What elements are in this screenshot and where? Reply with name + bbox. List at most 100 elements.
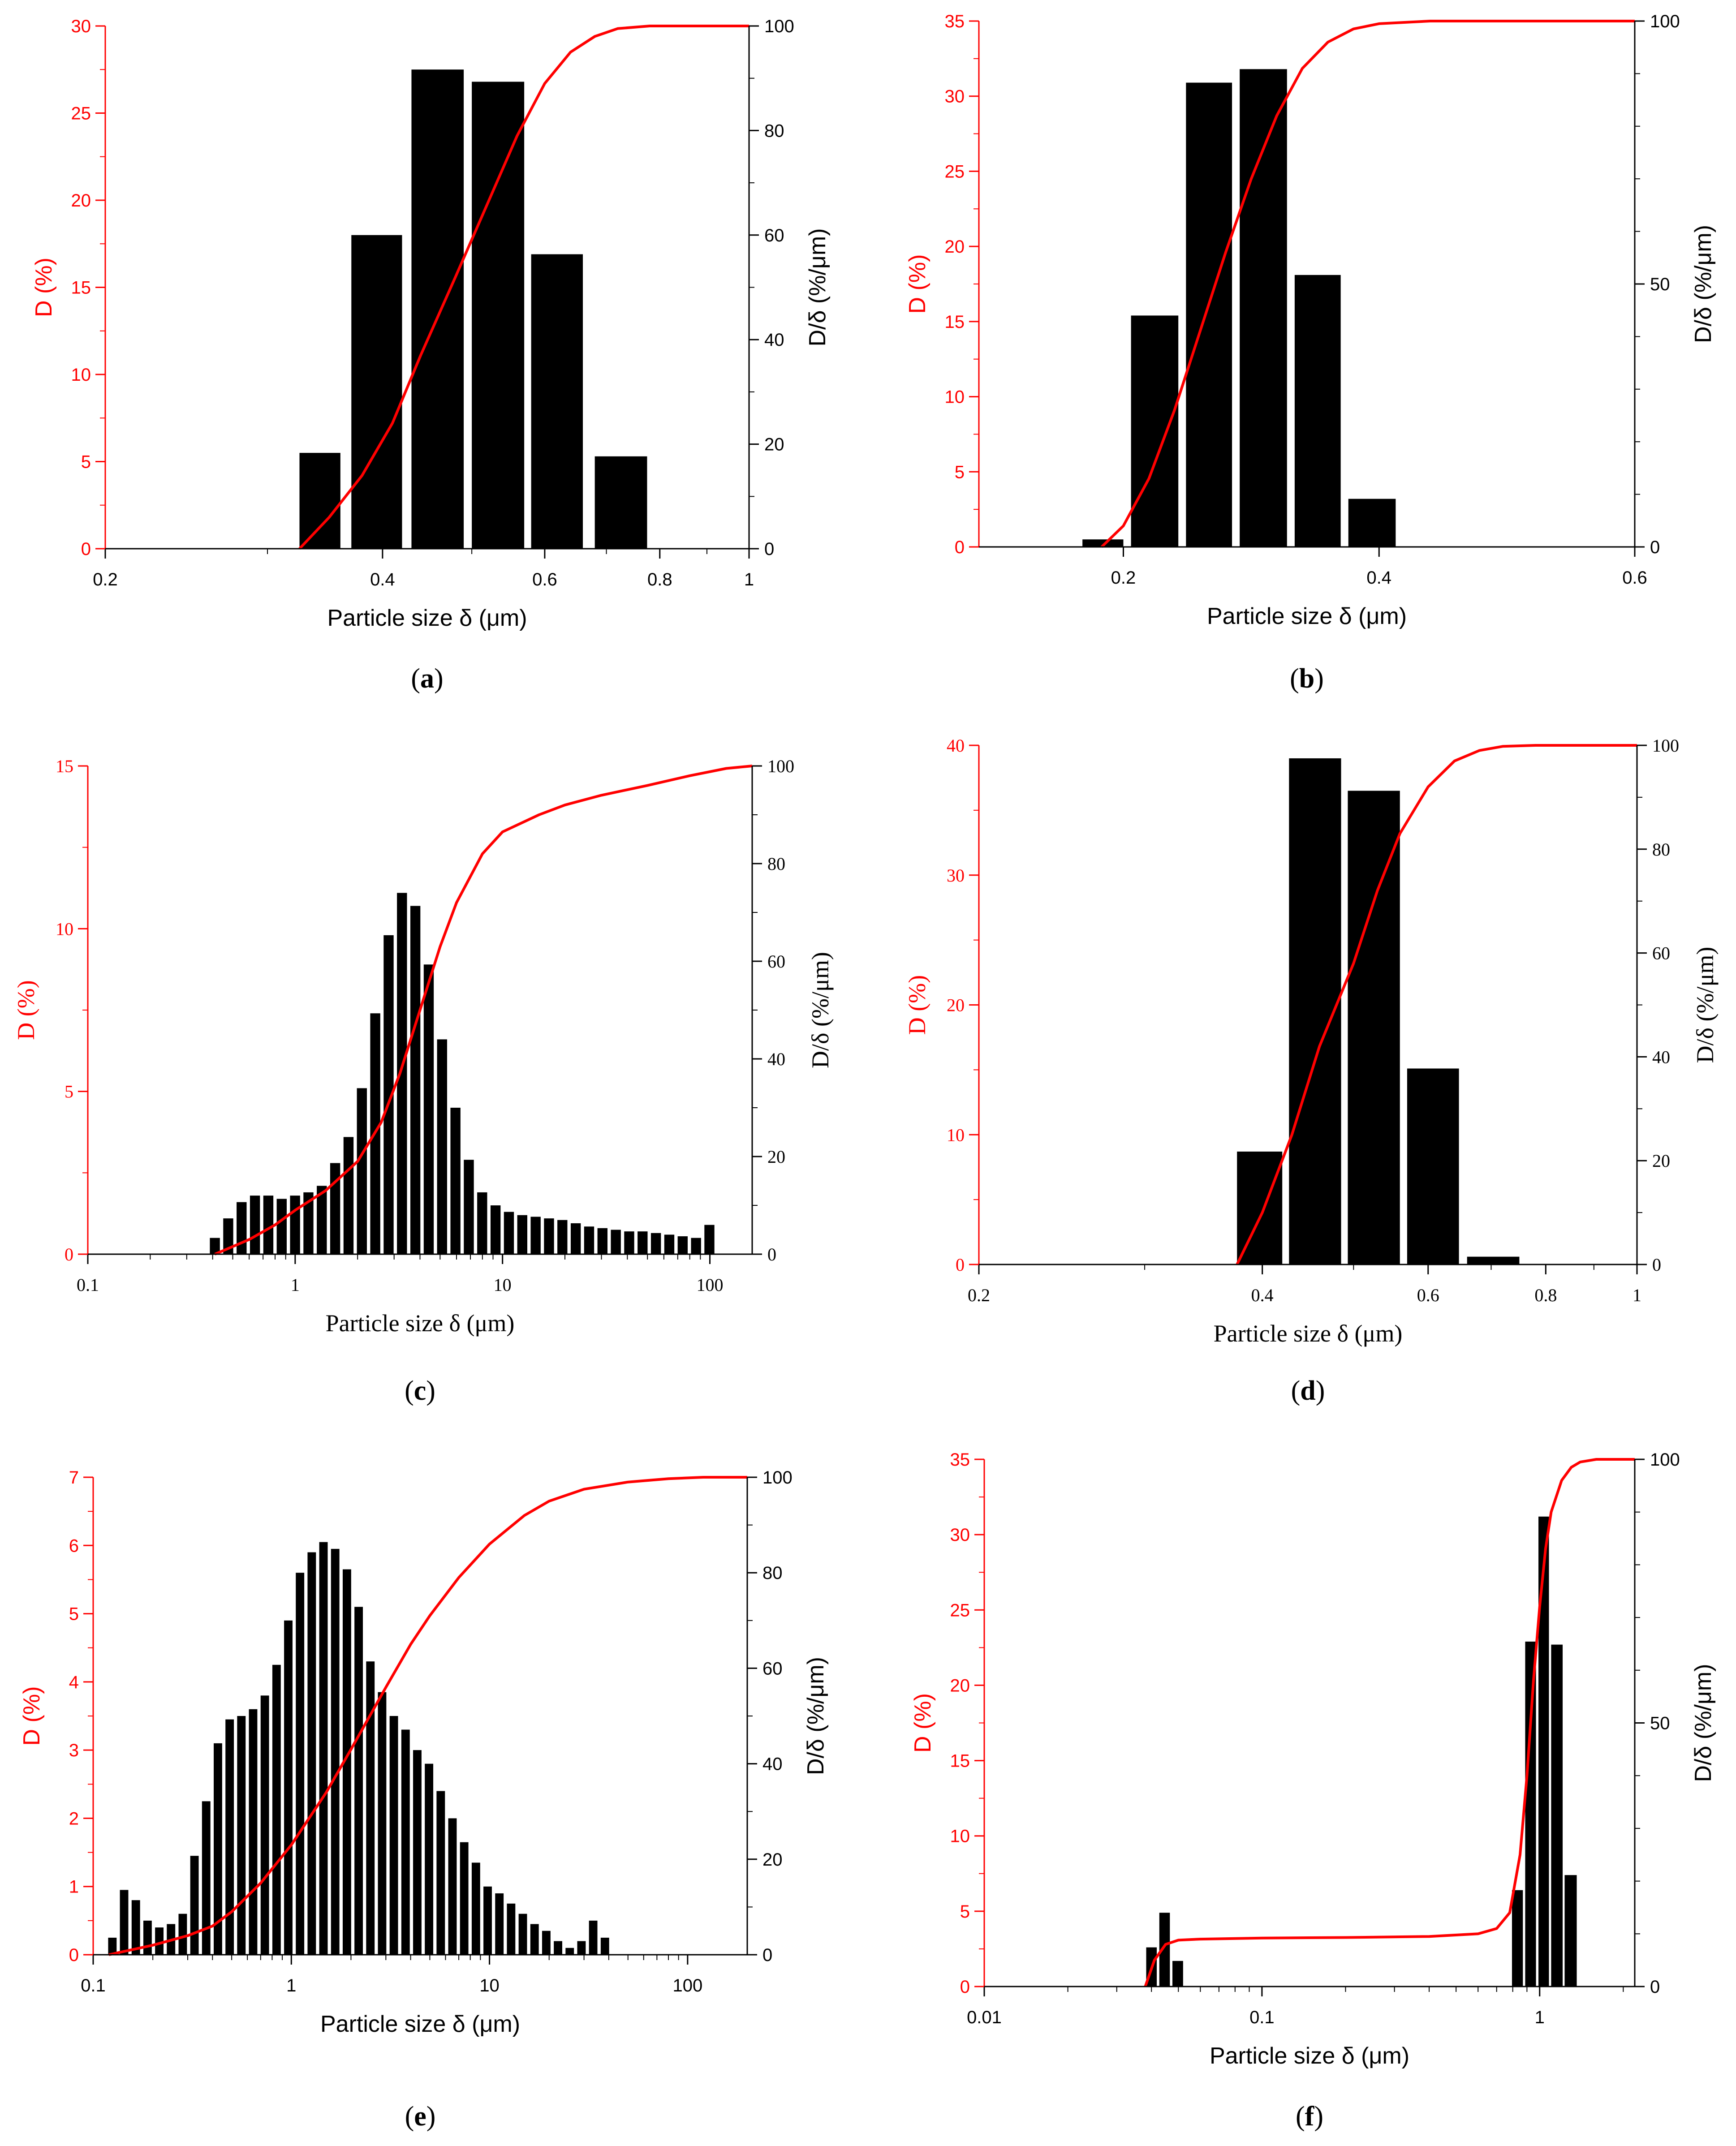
bar-e-13 — [260, 1695, 269, 1955]
y-axis-title-b: D (%) — [905, 254, 930, 314]
bar-c-23 — [517, 1215, 527, 1254]
bar-e-23 — [378, 1692, 387, 1955]
y2-tick-label-d-2: 40 — [1652, 1047, 1670, 1067]
bar-e-21 — [354, 1607, 363, 1955]
bar-e-17 — [307, 1552, 316, 1955]
bar-e-24 — [389, 1716, 398, 1955]
y-tick-label-e-1: 1 — [69, 1877, 79, 1897]
panel-caption-c: (c) — [405, 1376, 435, 1406]
bar-e-7 — [190, 1856, 199, 1955]
bar-f-7 — [1564, 1875, 1577, 1987]
y-tick-label-f-1: 5 — [960, 1902, 970, 1922]
y-tick-label-f-5: 25 — [950, 1600, 970, 1620]
bar-e-42 — [600, 1937, 609, 1955]
bar-e-33 — [495, 1893, 504, 1955]
bar-c-3 — [250, 1196, 260, 1254]
bar-e-26 — [413, 1750, 422, 1955]
y-axis-title-f: D (%) — [910, 1693, 936, 1753]
y2-tick-label-e-3: 60 — [762, 1659, 783, 1678]
bar-d-3 — [1407, 1068, 1459, 1264]
y2-axis-title-b: D/δ (%/μm) — [1690, 225, 1716, 343]
x-tick-label-c-0: 0.1 — [77, 1275, 99, 1295]
y-tick-label-e-3: 3 — [69, 1741, 79, 1760]
bar-f-3 — [1512, 1890, 1523, 1987]
y-tick-label-b-6: 30 — [945, 87, 965, 107]
y-tick-label-f-0: 0 — [960, 1977, 970, 1997]
y-axis-title-d: D (%) — [904, 975, 930, 1035]
x-tick-label-b-0: 0.2 — [1111, 568, 1136, 588]
bar-b-4 — [1294, 275, 1341, 547]
bar-e-31 — [471, 1862, 480, 1955]
bar-e-37 — [542, 1931, 551, 1955]
y-tick-label-b-2: 10 — [945, 387, 965, 407]
y2-tick-label-c-5: 100 — [767, 756, 794, 776]
y2-tick-label-a-0: 0 — [764, 539, 774, 559]
y-tick-label-a-4: 20 — [71, 191, 91, 211]
bar-e-20 — [342, 1569, 351, 1955]
bar-c-27 — [570, 1223, 581, 1254]
y-tick-label-b-4: 20 — [945, 237, 965, 257]
bar-c-13 — [383, 935, 394, 1254]
bar-c-29 — [597, 1228, 607, 1254]
bar-a-0 — [299, 453, 340, 549]
y-tick-label-d-2: 20 — [947, 995, 965, 1015]
y-tick-label-d-0: 0 — [956, 1255, 965, 1275]
y2-tick-label-b-2: 100 — [1650, 12, 1680, 31]
bar-c-35 — [677, 1236, 688, 1254]
y-tick-label-a-0: 0 — [81, 539, 91, 559]
x-tick-label-f-2: 1 — [1535, 2008, 1545, 2027]
bar-e-15 — [284, 1620, 293, 1955]
bar-c-22 — [504, 1212, 514, 1254]
bar-c-15 — [410, 906, 421, 1254]
y-tick-label-d-3: 30 — [947, 865, 965, 886]
y-tick-label-c-2: 10 — [56, 919, 73, 939]
y2-tick-label-e-2: 40 — [762, 1755, 783, 1774]
bar-e-14 — [272, 1664, 281, 1955]
y-tick-label-b-5: 25 — [945, 162, 965, 181]
bar-c-5 — [276, 1199, 287, 1254]
y2-tick-label-c-1: 20 — [767, 1147, 785, 1167]
y-tick-label-e-5: 5 — [69, 1604, 79, 1624]
bar-a-2 — [411, 69, 464, 549]
x-axis-title-b: Particle size δ (μm) — [1207, 603, 1407, 629]
bar-c-24 — [530, 1217, 541, 1254]
bar-e-32 — [483, 1886, 492, 1955]
y2-tick-label-c-2: 40 — [767, 1049, 785, 1069]
y2-axis-title-e: D/δ (%/μm) — [803, 1657, 829, 1775]
cumulative-curve-b — [1100, 20, 1635, 548]
bar-c-11 — [357, 1088, 367, 1254]
y-tick-label-f-7: 35 — [950, 1450, 970, 1470]
bar-e-6 — [178, 1914, 187, 1955]
bar-b-0 — [1082, 539, 1124, 547]
x-tick-label-d-3: 0.8 — [1534, 1285, 1557, 1305]
y2-tick-label-d-1: 20 — [1652, 1151, 1670, 1171]
bar-f-4 — [1525, 1641, 1536, 1987]
x-tick-label-b-1: 0.4 — [1366, 568, 1391, 588]
bar-b-5 — [1348, 499, 1396, 547]
bar-e-11 — [237, 1716, 246, 1955]
x-tick-label-a-0: 0.2 — [93, 570, 118, 589]
y-tick-label-c-3: 15 — [56, 756, 73, 776]
y2-tick-label-d-5: 100 — [1652, 735, 1679, 756]
bar-f-5 — [1538, 1516, 1549, 1987]
bar-c-9 — [330, 1163, 340, 1254]
chart-panel-d: 0.2 0.4 0.6 0.8 1010203040020406080100Partic… — [904, 735, 1719, 1406]
x-tick-label-a-1: 0.4 — [370, 570, 395, 589]
y2-tick-label-a-1: 20 — [764, 435, 784, 455]
y2-tick-label-a-5: 100 — [764, 17, 794, 36]
x-tick-label-a-3: 0.8 — [647, 570, 672, 589]
bar-d-2 — [1348, 791, 1400, 1264]
bar-e-4 — [155, 1927, 164, 1955]
y-tick-label-a-5: 25 — [71, 104, 91, 124]
y-tick-label-f-4: 20 — [950, 1676, 970, 1695]
y2-tick-label-d-3: 60 — [1652, 943, 1670, 963]
y2-tick-label-f-0: 0 — [1650, 1977, 1660, 1997]
panel-letter-b: b — [1299, 663, 1314, 694]
bar-c-34 — [664, 1234, 675, 1254]
bar-b-1 — [1131, 315, 1179, 547]
panel-caption-e: (e) — [405, 2101, 436, 2132]
bar-c-31 — [624, 1231, 634, 1254]
bar-e-34 — [507, 1903, 516, 1955]
y-tick-label-f-2: 10 — [950, 1827, 970, 1846]
